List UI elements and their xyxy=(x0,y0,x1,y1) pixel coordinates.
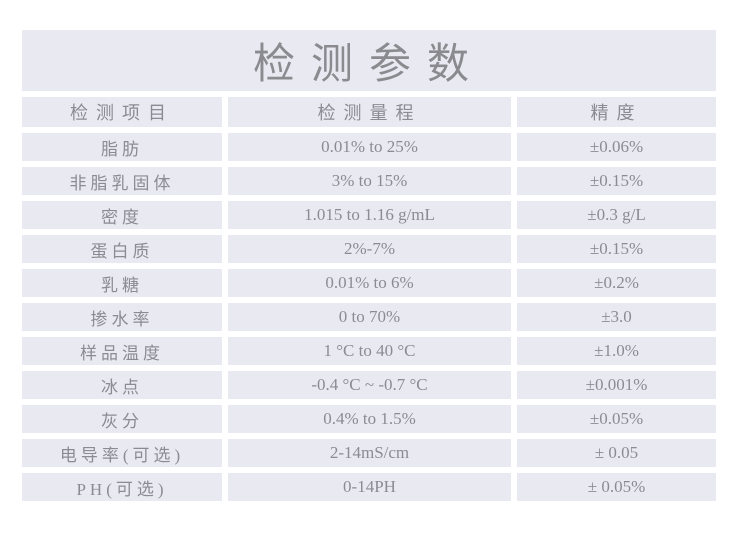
header-row: 检测项目 检测量程 精度 xyxy=(22,97,716,127)
table-row: 冰点 -0.4 °C ~ -0.7 °C ±0.001% xyxy=(22,371,716,399)
range-value: 1 °C to 40 °C xyxy=(228,337,511,365)
table-row: PH(可选) 0-14PH ± 0.05% xyxy=(22,473,716,501)
col-header-precision: 精度 xyxy=(517,97,716,127)
range-value: 3% to 15% xyxy=(228,167,511,195)
precision-value: ±1.0% xyxy=(517,337,716,365)
row-label: 灰分 xyxy=(22,405,222,433)
row-label: PH(可选) xyxy=(22,473,222,501)
row-label: 掺水率 xyxy=(22,303,222,331)
precision-value: ± 0.05% xyxy=(517,473,716,501)
range-value: 0.4% to 1.5% xyxy=(228,405,511,433)
precision-value: ±0.3 g/L xyxy=(517,201,716,229)
col-header-item: 检测项目 xyxy=(22,97,222,127)
precision-value: ±0.2% xyxy=(517,269,716,297)
range-value: 0.01% to 6% xyxy=(228,269,511,297)
table-row: 掺水率 0 to 70% ±3.0 xyxy=(22,303,716,331)
table-row: 密度 1.015 to 1.16 g/mL ±0.3 g/L xyxy=(22,201,716,229)
range-value: 2%-7% xyxy=(228,235,511,263)
title-row: 检测参数 xyxy=(22,30,716,91)
table-row: 样品温度 1 °C to 40 °C ±1.0% xyxy=(22,337,716,365)
precision-value: ±3.0 xyxy=(517,303,716,331)
row-label: 冰点 xyxy=(22,371,222,399)
table-row: 蛋白质 2%-7% ±0.15% xyxy=(22,235,716,263)
precision-value: ±0.001% xyxy=(517,371,716,399)
precision-value: ±0.06% xyxy=(517,133,716,161)
range-value: 0 to 70% xyxy=(228,303,511,331)
row-label: 非脂乳固体 xyxy=(22,167,222,195)
precision-value: ±0.15% xyxy=(517,167,716,195)
row-label: 样品温度 xyxy=(22,337,222,365)
spec-table: 检测参数 检测项目 检测量程 精度 脂肪 0.01% to 25% ±0.06%… xyxy=(16,24,722,507)
row-label: 蛋白质 xyxy=(22,235,222,263)
table-row: 非脂乳固体 3% to 15% ±0.15% xyxy=(22,167,716,195)
table-title: 检测参数 xyxy=(22,30,716,91)
range-value: 0.01% to 25% xyxy=(228,133,511,161)
row-label: 脂肪 xyxy=(22,133,222,161)
row-label: 电导率(可选) xyxy=(22,439,222,467)
col-header-range: 检测量程 xyxy=(228,97,511,127)
row-label: 乳糖 xyxy=(22,269,222,297)
range-value: -0.4 °C ~ -0.7 °C xyxy=(228,371,511,399)
table-row: 脂肪 0.01% to 25% ±0.06% xyxy=(22,133,716,161)
table-row: 电导率(可选) 2-14mS/cm ± 0.05 xyxy=(22,439,716,467)
row-label: 密度 xyxy=(22,201,222,229)
table-row: 灰分 0.4% to 1.5% ±0.05% xyxy=(22,405,716,433)
precision-value: ±0.15% xyxy=(517,235,716,263)
range-value: 2-14mS/cm xyxy=(228,439,511,467)
precision-value: ±0.05% xyxy=(517,405,716,433)
range-value: 1.015 to 1.16 g/mL xyxy=(228,201,511,229)
table-row: 乳糖 0.01% to 6% ±0.2% xyxy=(22,269,716,297)
precision-value: ± 0.05 xyxy=(517,439,716,467)
range-value: 0-14PH xyxy=(228,473,511,501)
